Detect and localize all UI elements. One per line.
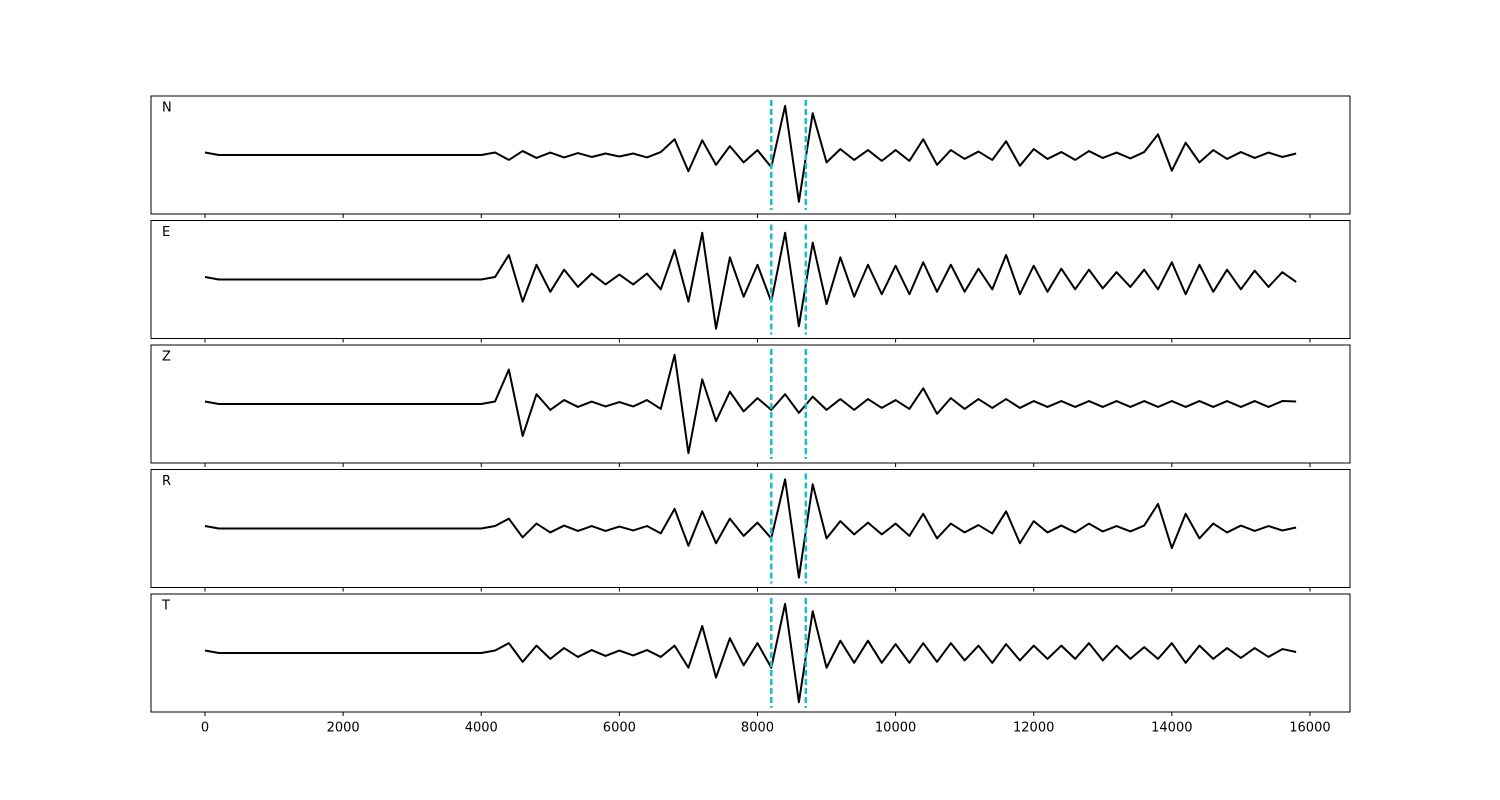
panel-label: E [162, 225, 170, 240]
x-tick-label: 8000 [741, 721, 774, 736]
trace [204, 104, 1297, 203]
x-tick-label: 16000 [1289, 721, 1330, 736]
panel-label: Z [162, 350, 171, 365]
panel-label: T [161, 599, 170, 614]
panel-frame [150, 469, 1351, 588]
trace [204, 602, 1297, 704]
x-tick-label: 0 [201, 721, 209, 736]
panel-label: R [162, 474, 171, 489]
trace [204, 231, 1297, 330]
x-tick-label: 12000 [1013, 721, 1054, 736]
x-tick-label: 14000 [1151, 721, 1192, 736]
panel-label: N [162, 101, 172, 116]
panel-frame [150, 593, 1351, 713]
trace [204, 353, 1297, 455]
x-tick-label: 2000 [327, 721, 360, 736]
trace [204, 478, 1297, 579]
panel-frame [150, 95, 1351, 215]
x-tick-label: 10000 [875, 721, 916, 736]
panel-frame [150, 344, 1351, 464]
x-tick-label: 6000 [603, 721, 636, 736]
panel-frame [150, 220, 1351, 339]
x-tick-label: 4000 [465, 721, 498, 736]
